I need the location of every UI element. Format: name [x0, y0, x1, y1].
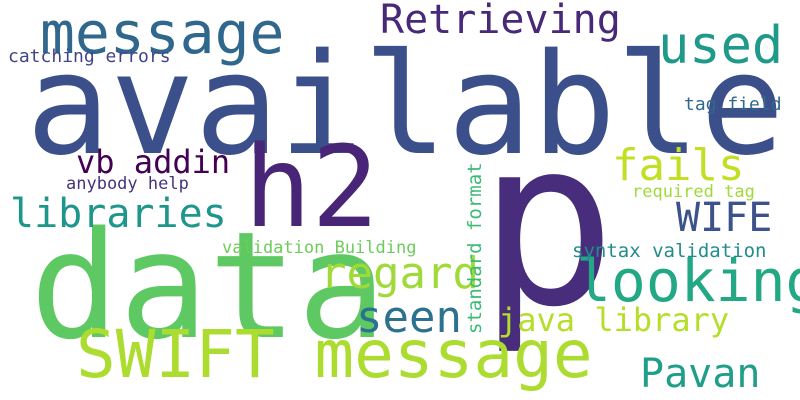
word-wife: WIFE: [676, 195, 773, 241]
word-seen: seen: [356, 292, 462, 343]
word-fails: fails: [612, 140, 745, 191]
word-data: data: [30, 200, 387, 372]
word-available: available: [26, 24, 785, 187]
word-swift-message: SWIFT message: [76, 316, 593, 393]
word-vb-addin: vb addin: [76, 143, 231, 181]
word-anybody-help: anybody help: [66, 174, 189, 194]
word-pavan: Pavan: [640, 351, 761, 397]
word-retrieving: Retrieving: [380, 0, 621, 43]
word-syntax-validation: syntax validation: [572, 240, 767, 262]
word-java-library: java library: [498, 301, 730, 339]
word-catching-errors: catching errors: [8, 46, 171, 67]
word-h2: h2: [244, 123, 379, 253]
word-looking: looking: [576, 247, 800, 315]
word-regard: regard: [320, 248, 479, 299]
word-standard-format: standard format: [464, 162, 486, 334]
word-required-tag: required tag: [632, 182, 755, 202]
word-used: used: [658, 16, 784, 76]
word-p: p: [478, 91, 617, 358]
word-validation-building: validation Building: [222, 238, 417, 258]
word-tag-field: tag field: [684, 94, 782, 115]
word-libraries: libraries: [10, 191, 227, 237]
word-message: message: [40, 0, 285, 67]
